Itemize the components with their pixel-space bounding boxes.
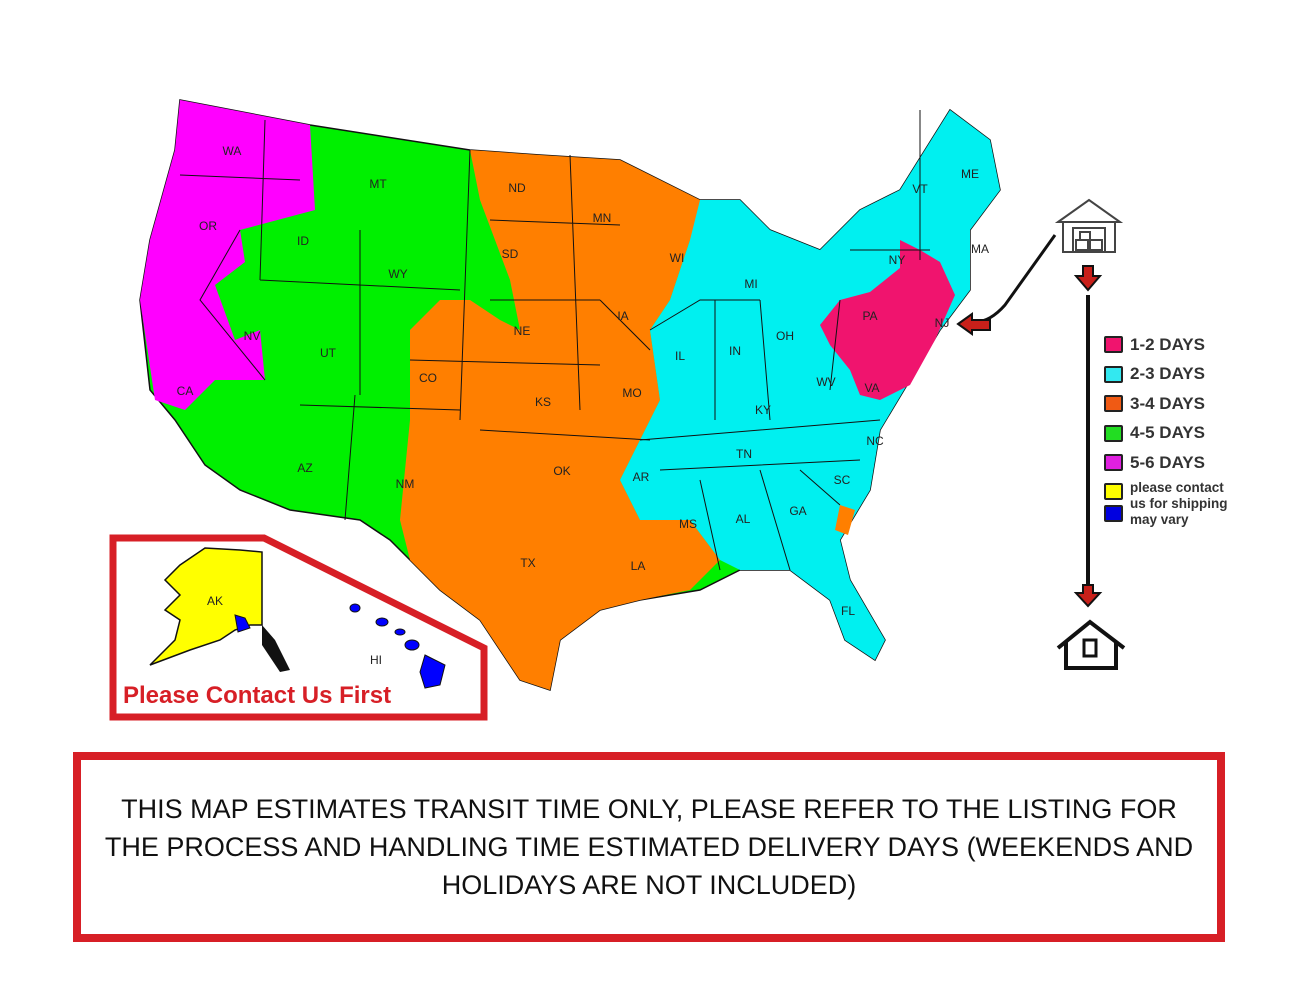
state-label: NY xyxy=(889,253,906,267)
legend-item-2-3-days: 2-3 DAYS xyxy=(1104,360,1228,390)
hawaii-islands xyxy=(349,603,446,689)
legend-item-5-6-days: 5-6 DAYS xyxy=(1104,448,1228,478)
legend-item-1-2-days: 1-2 DAYS xyxy=(1104,330,1228,360)
legend-label: please contact xyxy=(1130,479,1224,495)
house-icon xyxy=(1056,619,1126,670)
inset-contact-label: Please Contact Us First xyxy=(123,682,392,709)
state-label: VA xyxy=(864,381,879,395)
state-label: OK xyxy=(553,464,570,478)
state-label: UT xyxy=(320,346,337,360)
alaska-panhandle xyxy=(262,625,290,672)
state-label: MN xyxy=(593,211,612,225)
warehouse-icon xyxy=(1054,198,1124,253)
legend-item-4-5-days: 4-5 DAYS xyxy=(1104,419,1228,449)
state-label: IL xyxy=(675,349,685,363)
zone-1-2-days xyxy=(820,240,955,400)
state-label: NC xyxy=(866,434,884,448)
legend-item-contact: please contact us for shipping may vary xyxy=(1104,480,1228,528)
state-label: TN xyxy=(736,447,752,461)
legend-swatch xyxy=(1104,482,1123,500)
state-label: KY xyxy=(755,403,771,417)
state-label: ME xyxy=(961,167,979,181)
state-label: LA xyxy=(631,559,646,573)
legend-label: 2-3 DAYS xyxy=(1130,364,1205,384)
state-label: IA xyxy=(617,309,628,323)
down-arrow-icon xyxy=(1073,265,1103,292)
state-label: ID xyxy=(297,234,309,248)
legend-swatch xyxy=(1104,336,1123,354)
nj-arrow-icon xyxy=(956,312,991,336)
state-label: MA xyxy=(971,242,989,256)
alaska-shape xyxy=(149,547,263,666)
state-label: OH xyxy=(776,329,794,343)
state-label: AL xyxy=(736,512,751,526)
state-label: CO xyxy=(419,371,437,385)
state-labels: WA OR CA ID NV MT WY UT AZ CO NM ND SD N… xyxy=(177,144,989,618)
alaska-southeast-blue xyxy=(234,614,251,633)
legend-label: 3-4 DAYS xyxy=(1130,393,1205,413)
state-label: NE xyxy=(514,324,531,338)
state-label: NV xyxy=(244,329,261,343)
state-label: WY xyxy=(388,267,407,281)
state-label: MS xyxy=(679,517,697,531)
state-borders xyxy=(179,110,930,571)
state-label: FL xyxy=(841,604,855,618)
legend-swatch xyxy=(1104,504,1123,522)
legend-swatch xyxy=(1104,454,1123,472)
state-label: AZ xyxy=(297,461,312,475)
legend-label: may vary xyxy=(1130,511,1189,527)
legend-label: 1-2 DAYS xyxy=(1130,334,1205,354)
zone-5-6-days xyxy=(140,100,315,410)
state-label: PA xyxy=(862,309,877,323)
state-label: MI xyxy=(744,277,757,291)
state-label: SC xyxy=(834,473,851,487)
state-label: IN xyxy=(729,344,741,358)
state-label: NM xyxy=(396,477,415,491)
state-label: WV xyxy=(816,375,835,389)
legend-swatch xyxy=(1104,395,1123,413)
legend-label: 4-5 DAYS xyxy=(1130,423,1205,443)
down-arrow-icon xyxy=(1073,584,1103,608)
legend-swatch xyxy=(1104,424,1123,442)
legend-label: 5-6 DAYS xyxy=(1130,452,1205,472)
state-label: NJ xyxy=(935,316,950,330)
state-label: MT xyxy=(369,177,387,191)
state-label: KS xyxy=(535,395,551,409)
transit-note-text: THIS MAP ESTIMATES TRANSIT TIME ONLY, PL… xyxy=(104,794,1194,900)
state-label: HI xyxy=(370,653,382,667)
state-label: AK xyxy=(207,594,223,608)
state-label: VT xyxy=(912,182,928,196)
legend-swatch xyxy=(1104,365,1123,383)
state-label: MO xyxy=(622,386,641,400)
legend-item-3-4-days: 3-4 DAYS xyxy=(1104,389,1228,419)
state-label: GA xyxy=(789,504,806,518)
alaska-hawaii-inset-frame xyxy=(109,534,488,721)
state-label: CA xyxy=(177,384,194,398)
state-label: ND xyxy=(508,181,526,195)
transit-note-box: THIS MAP ESTIMATES TRANSIT TIME ONLY, PL… xyxy=(73,752,1225,942)
legend-label: us for shipping xyxy=(1130,495,1228,511)
state-label: AR xyxy=(633,470,650,484)
legend: 1-2 DAYS 2-3 DAYS 3-4 DAYS 4-5 DAYS 5-6 … xyxy=(1104,330,1228,528)
state-label: TX xyxy=(520,556,535,570)
state-label: WA xyxy=(223,144,242,158)
state-label: WI xyxy=(670,251,685,265)
zone-3-4-days-sc-coast xyxy=(835,505,855,535)
state-label: SD xyxy=(502,247,519,261)
state-label: OR xyxy=(199,219,217,233)
zone-3-4-days xyxy=(400,150,730,690)
